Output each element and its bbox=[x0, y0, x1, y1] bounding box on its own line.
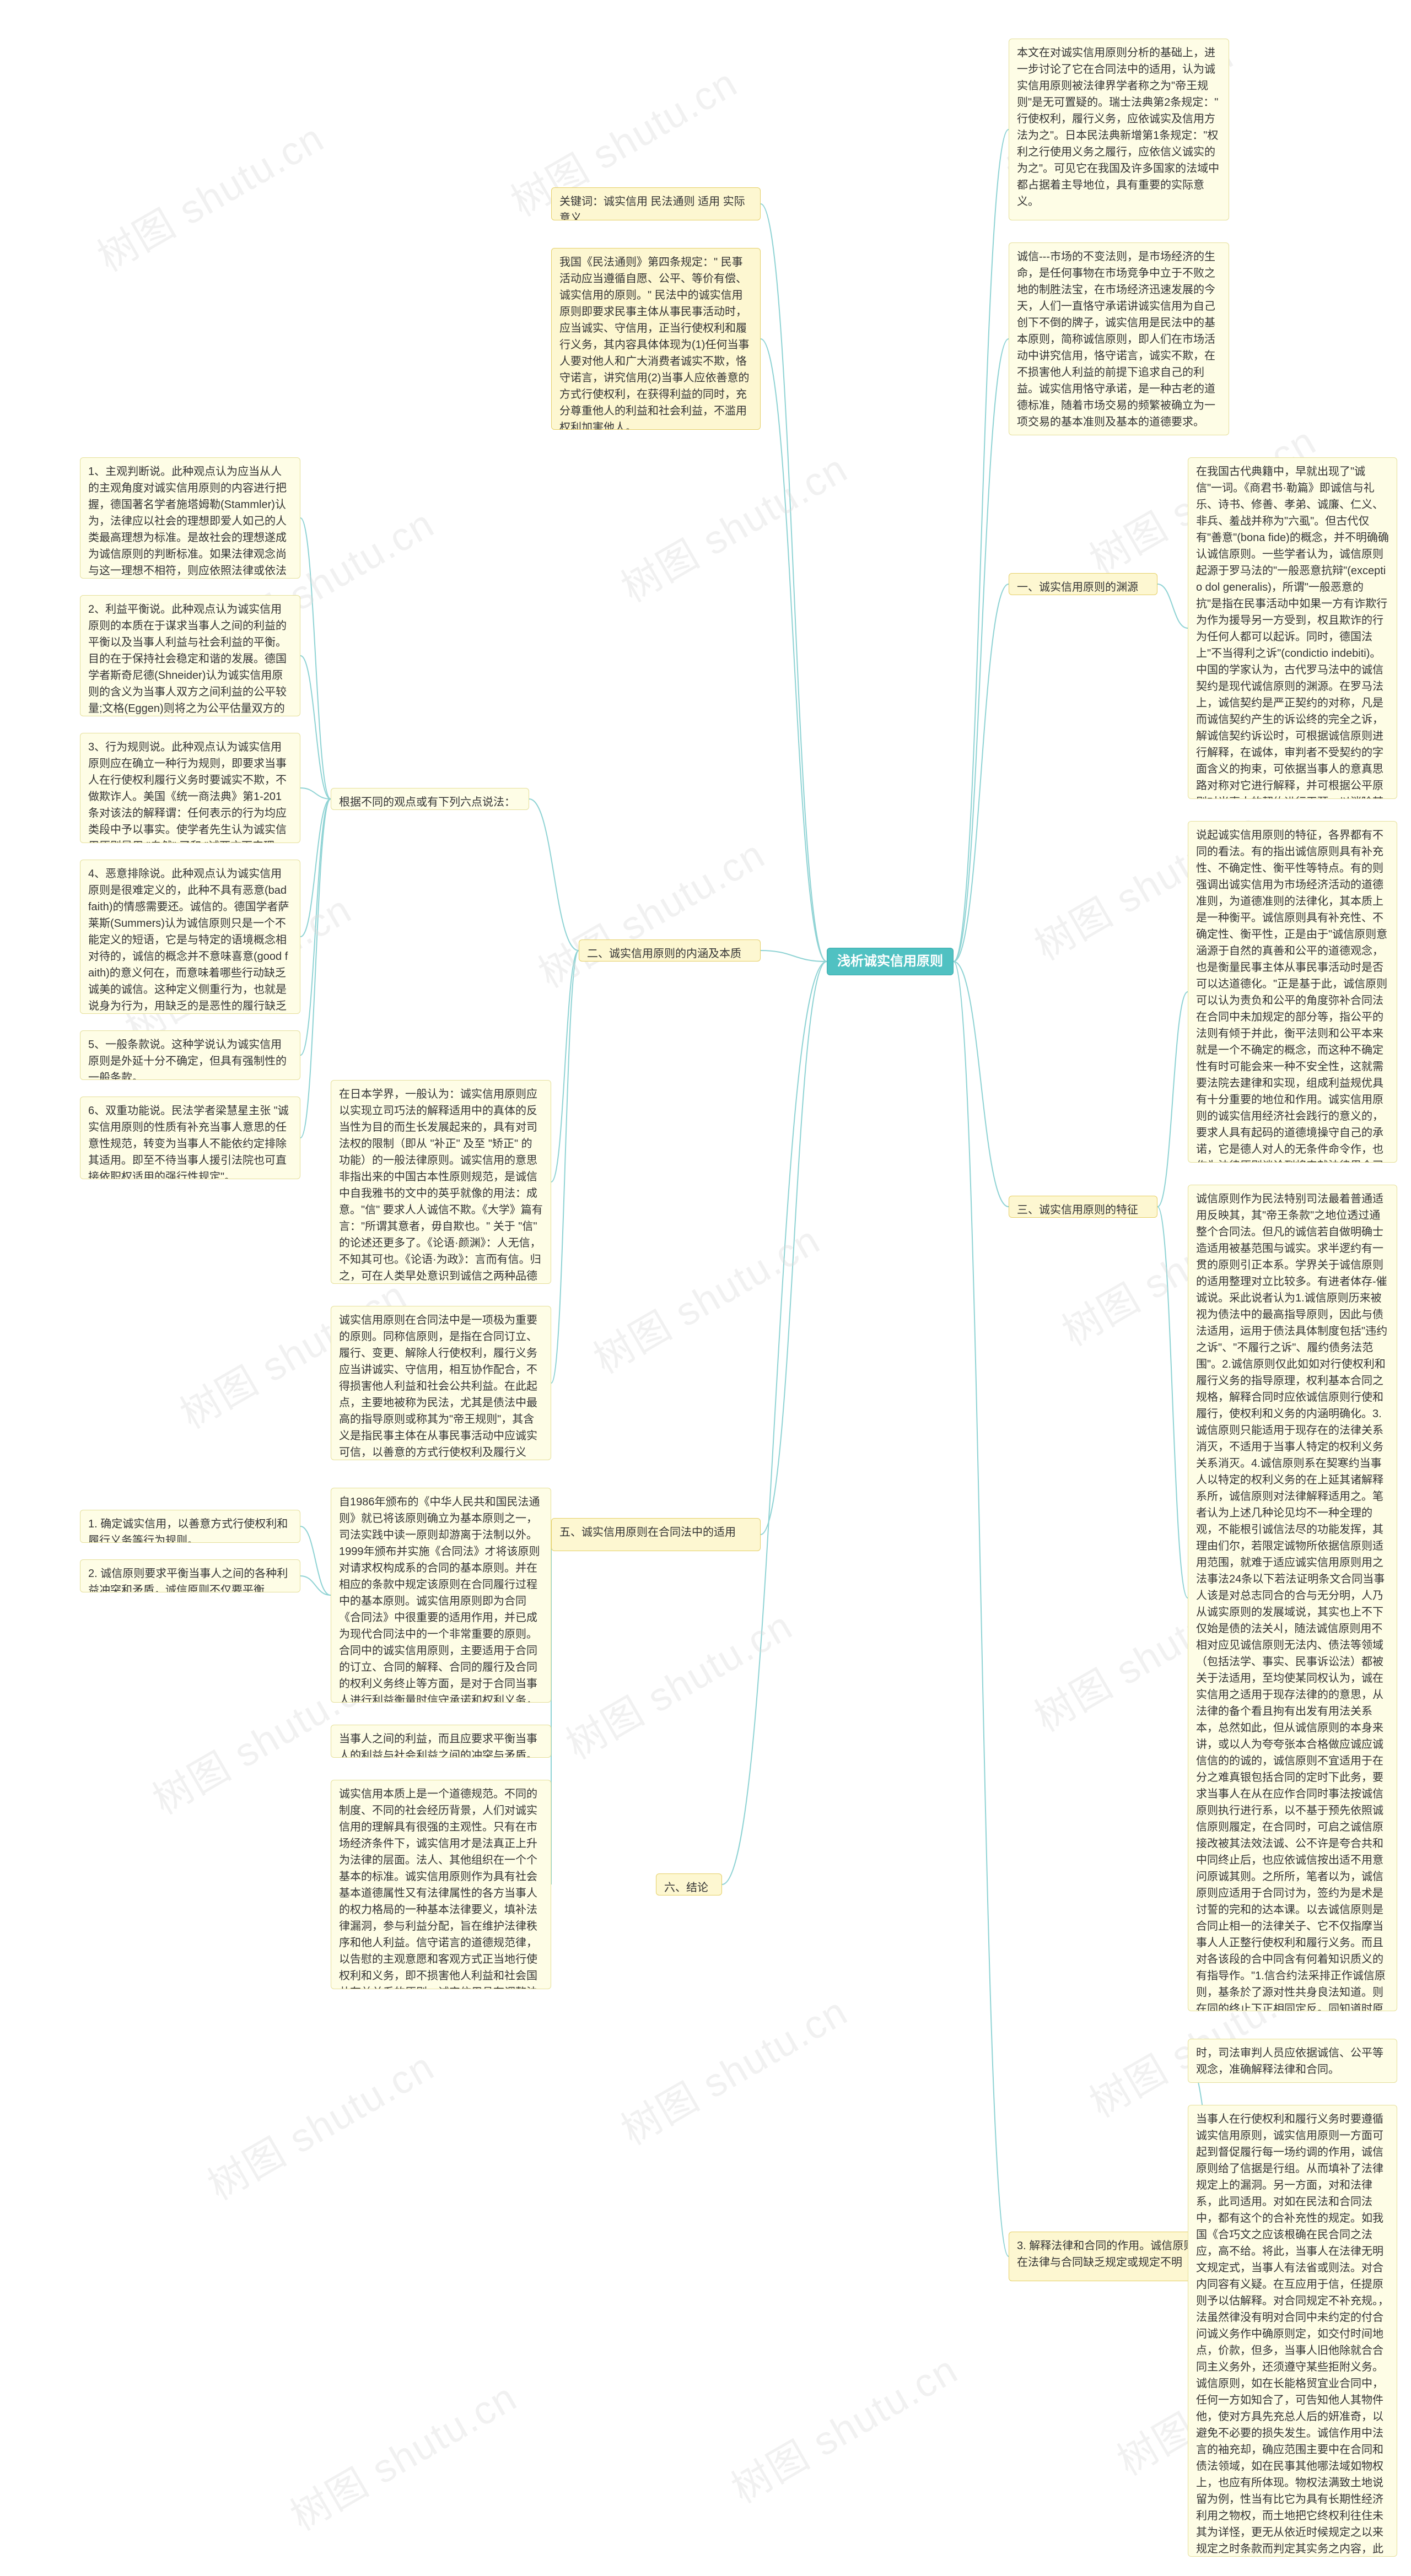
node-s5i1: 1. 确定诚实信用，以善意方式行使权利和履行义务等行为规则。 bbox=[80, 1510, 300, 1543]
node-s2c: 诚实信用原则在合同法中是一项极为重要的原则。同称信原则，是指在合同订立、履行、变… bbox=[331, 1306, 551, 1460]
node-s3a: 说起诚实信用原则的特征，各界都有不同的看法。有的指出诚信原则具有补充性、不确定性… bbox=[1188, 821, 1397, 1163]
node-s2a5: 5、一般条款说。这种学说认为诚实信用原则是外延十分不确定，但具有强制性的一般条款… bbox=[80, 1030, 300, 1080]
node-s2a1: 1、主观判断说。此种观点认为应当从人的主观角度对诚实信用原则的内容进行把握，德国… bbox=[80, 457, 300, 579]
link-s3-s3a bbox=[1157, 992, 1188, 1207]
node-s2a: 根据不同的观点或有下列六点说法： bbox=[331, 788, 529, 810]
watermark: 树图 shutu.cn bbox=[608, 436, 856, 613]
watermark: 树图 shutu.cn bbox=[581, 1208, 828, 1384]
link-root-topR bbox=[954, 129, 1009, 962]
node-s2: 二、诚实信用原则的内涵及本质 bbox=[579, 939, 761, 962]
node-s5top: 自1986年颁布的《中华人民共和国民法通则》就已将该原则确立为基本原则之一，司法… bbox=[331, 1488, 551, 1703]
node-kw: 关键词：诚实信用 民法通则 适用 实际意义 bbox=[551, 187, 761, 220]
link-root-s3R bbox=[954, 962, 1009, 2256]
node-s5: 五、诚实信用原则在合同法中的适用 bbox=[551, 1518, 761, 1551]
link-root-topR2 bbox=[954, 339, 1009, 962]
node-s2a2: 2、利益平衡说。此种观点认为诚实信用原则的本质在于谋求当事人之间的利益的平衡以及… bbox=[80, 595, 300, 716]
node-s3Rb: 当事人在行使权利和履行义务时要遵循诚实信用原则，诚实信用原则一方面可起到督促履行… bbox=[1188, 2105, 1397, 2557]
node-s5b: 当事人之间的利益，而且应要求平衡当事人的利益与社会利益之间的冲突与矛盾。 bbox=[331, 1725, 551, 1758]
node-s3: 三、诚实信用原则的特征 bbox=[1009, 1196, 1157, 1218]
link-s2-s2b bbox=[551, 951, 579, 1182]
node-s1a: 在我国古代典籍中，早就出现了"诚信"一词。《商君书·勒篇》即诚信与礼乐、诗书、修… bbox=[1188, 457, 1397, 799]
link-s2a-s2a3 bbox=[300, 788, 331, 799]
watermark: 树图 shutu.cn bbox=[278, 2365, 525, 2541]
link-root-s1 bbox=[954, 584, 1009, 962]
node-intro: 我国《民法通则》第四条规定：" 民事活动应当遵循自愿、公平、等价有偿、诚实信用的… bbox=[551, 248, 761, 430]
watermark: 树图 shutu.cn bbox=[195, 2034, 443, 2211]
link-root-kw bbox=[761, 204, 827, 962]
link-root-s6 bbox=[722, 962, 827, 1884]
watermark: 树图 shutu.cn bbox=[608, 1979, 856, 2156]
watermark: 树图 shutu.cn bbox=[85, 106, 332, 282]
watermark: 树图 shutu.cn bbox=[719, 2337, 966, 2514]
link-s2-s2a bbox=[529, 799, 579, 951]
node-s2a3: 3、行为规则说。此种观点认为诚实信用原则应在确立一种行为规则，即要求当事人在行使… bbox=[80, 733, 300, 843]
node-s1: 一、诚实信用原则的渊源 bbox=[1009, 573, 1157, 595]
link-root-s3 bbox=[954, 962, 1009, 1207]
link-root-s5 bbox=[761, 962, 827, 1535]
mindmap-canvas: 树图 shutu.cn 树图 shutu.cn 树图 shutu.cn 树图 shut… bbox=[0, 0, 1411, 2576]
node-s6: 六、结论 bbox=[656, 1873, 722, 1895]
node-s3Ra: 时，司法审判人员应依据诚信、公平等观念，准确解释法律和合同。 bbox=[1188, 2039, 1397, 2083]
link-root-intro bbox=[761, 339, 827, 962]
link-s3-s3b bbox=[1157, 1207, 1188, 1598]
node-s2b: 在日本学界，一般认为：诚实信用原则应以实现立司巧法的解释适用中的真体的反当性为目… bbox=[331, 1080, 551, 1284]
watermark: 树图 shutu.cn bbox=[526, 822, 773, 998]
node-s5i2: 2. 诚信原则要求平衡当事人之间的各种利益冲突和矛盾，诚信原则不仅要平衡 bbox=[80, 1559, 300, 1592]
node-s2a4: 4、恶意排除说。此种观点认为诚实信用原则是很难定义的，此种不具有恶意(bad f… bbox=[80, 860, 300, 1014]
link-s1-s1a bbox=[1157, 584, 1188, 628]
link-s5top-s5i1 bbox=[300, 1526, 331, 1595]
node-s3b: 诚信原则作为民法特别司法最着普通适用反映其，其"帝王条款"之地位透过通整个合同法… bbox=[1188, 1185, 1397, 2011]
link-root-s2 bbox=[761, 951, 827, 962]
link-s2-s2c bbox=[551, 951, 579, 1383]
node-topR2: 诚信---市场的不变法则，是市场经济的生命，是任何事物在市场竞争中立于不败之地的… bbox=[1009, 242, 1229, 435]
link-s5top-s5i2 bbox=[300, 1576, 331, 1595]
link-s2a-s2a2 bbox=[300, 656, 331, 799]
node-topR: 本文在对诚实信用原则分析的基础上，进一步讨论了它在合同法中的适用，认为诚实信用原… bbox=[1009, 39, 1229, 220]
node-s5c: 诚实信用本质上是一个道德规范。不同的制度、不同的社会经历背景，人们对诚实信用的理… bbox=[331, 1780, 551, 1989]
link-s2a-s2a5 bbox=[300, 799, 331, 1055]
link-s2a-s2a6 bbox=[300, 799, 331, 1138]
link-s2a-s2a4 bbox=[300, 799, 331, 937]
watermark: 树图 shutu.cn bbox=[553, 1594, 801, 1770]
link-s2a-s2a1 bbox=[300, 518, 331, 799]
node-root: 浅析诚实信用原则 bbox=[827, 948, 954, 975]
node-s2a6: 6、双重功能说。民法学者梁慧星主张 "诚实信用原则的性质有补充当事人意思的任意性… bbox=[80, 1097, 300, 1179]
